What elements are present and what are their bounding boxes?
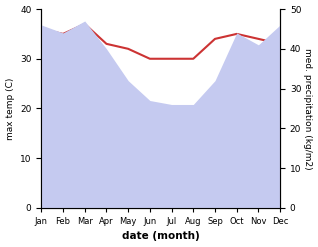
- Y-axis label: med. precipitation (kg/m2): med. precipitation (kg/m2): [303, 48, 313, 169]
- X-axis label: date (month): date (month): [122, 231, 200, 242]
- Y-axis label: max temp (C): max temp (C): [5, 77, 15, 140]
